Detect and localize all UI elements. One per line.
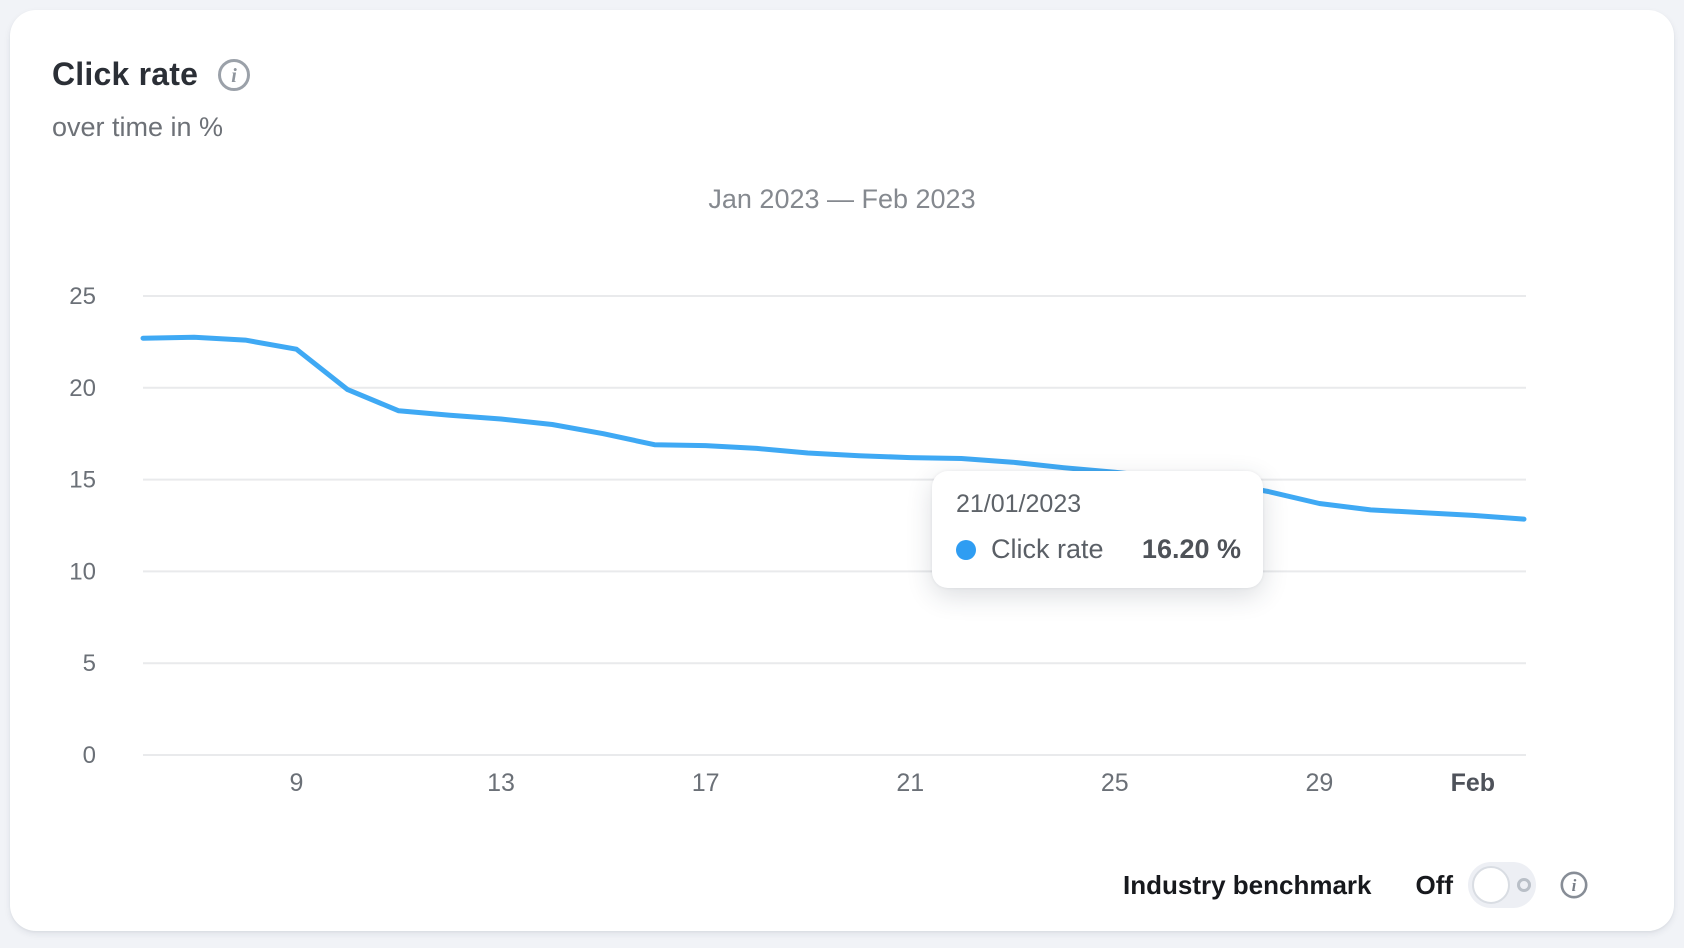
chart-period-title: Jan 2023 — Feb 2023 <box>708 184 976 214</box>
benchmark-controls: Industry benchmark Off i <box>1123 862 1589 908</box>
toggle-off-ring-icon <box>1517 878 1532 892</box>
x-tick-label: 9 <box>289 769 303 797</box>
chart-plot-area[interactable]: 0 5 10 15 20 25 9 13 17 21 25 29 Feb <box>10 10 1684 948</box>
y-tick-label: 20 <box>69 375 96 402</box>
y-tick-label: 0 <box>83 742 96 769</box>
series-dot-icon <box>956 539 976 560</box>
x-tick-label: 21 <box>896 769 924 797</box>
benchmark-toggle[interactable] <box>1468 862 1537 908</box>
card-header: Click rate i <box>52 56 252 93</box>
x-tick-label: Feb <box>1451 769 1495 797</box>
card-subtitle: over time in % <box>52 112 224 142</box>
tooltip-series-label: Click rate <box>991 534 1104 564</box>
tooltip-series-row: Click rate 16.20 % <box>956 534 1241 565</box>
card-title: Click rate <box>52 56 199 92</box>
click-rate-line <box>140 334 1527 522</box>
industry-benchmark-label: Industry benchmark <box>1123 869 1372 900</box>
y-tick-label: 15 <box>69 467 96 494</box>
info-glyph: i <box>231 65 237 87</box>
x-tick-label: 25 <box>1101 769 1129 797</box>
tooltip-value: 16.20 % <box>1141 534 1241 564</box>
y-tick-label: 5 <box>83 650 96 677</box>
chart-tooltip: 21/01/2023 Click rate 16.20 % <box>932 471 1263 588</box>
x-tick-label: 13 <box>487 769 515 797</box>
click-rate-card: Click rate i over time in % Jan 2023 — F… <box>10 10 1674 931</box>
toggle-knob-icon <box>1472 866 1511 904</box>
x-tick-label: 17 <box>692 769 720 797</box>
benchmark-state-label: Off <box>1415 869 1454 900</box>
benchmark-info-icon[interactable]: i <box>1559 870 1589 900</box>
y-tick-label: 10 <box>69 558 96 585</box>
title-info-icon[interactable]: i <box>216 57 252 93</box>
tooltip-date: 21/01/2023 <box>956 490 1082 518</box>
info-glyph: i <box>1572 876 1577 895</box>
y-tick-label: 25 <box>69 283 96 310</box>
x-tick-label: 29 <box>1306 769 1334 797</box>
